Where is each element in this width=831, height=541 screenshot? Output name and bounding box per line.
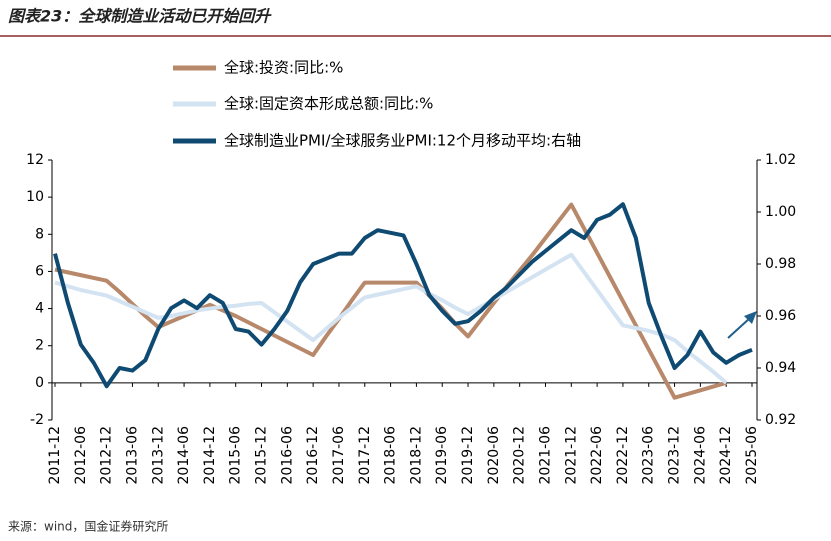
x-tick-label: 2011-12 [47, 426, 63, 485]
x-tick-label: 2014-12 [202, 426, 218, 485]
legend-label: 全球制造业PMI/全球服务业PMI:12个月移动平均:右轴 [224, 132, 581, 150]
x-tick-label: 2013-06 [124, 426, 140, 485]
x-tick-label: 2017-06 [331, 426, 347, 485]
source-note: 来源：wind，国金证券研究所 [8, 519, 168, 534]
x-tick-label: 2015-06 [228, 426, 244, 485]
x-tick-label: 2012-12 [99, 426, 115, 485]
x-tick-label: 2018-12 [408, 426, 424, 485]
y-tick-label: 4 [35, 301, 44, 317]
series-line [54, 252, 728, 385]
legend-label: 全球:投资:同比:% [224, 59, 343, 77]
y-tick-label: 8 [35, 226, 44, 242]
x-tick-label: 2015-12 [254, 426, 270, 485]
annotation-arrow [727, 311, 757, 339]
x-tick-label: 2013-12 [150, 426, 166, 485]
x-tick-label: 2020-12 [512, 426, 528, 485]
chart-title: 图表23：全球制造业活动已开始回升 [8, 7, 272, 26]
y2-tick-label: 0.94 [765, 360, 796, 376]
y2-tick-label: 1.00 [765, 204, 796, 220]
x-tick-label: 2021-06 [537, 426, 553, 485]
legend: 全球:投资:同比:% 全球:固定资本形成总额:同比:% 全球制造业PMI/全球服… [173, 59, 581, 150]
y-tick-label: 12 [26, 152, 44, 168]
y-tick-label: 6 [35, 263, 44, 279]
x-tick-label: 2025-06 [744, 426, 760, 485]
y-tick-label: 0 [35, 375, 44, 391]
x-tick-label: 2024-06 [692, 426, 708, 485]
y-tick-label: -2 [30, 412, 44, 428]
x-tick-label: 2022-06 [589, 426, 605, 485]
legend-label: 全球:固定资本形成总额:同比:% [224, 95, 433, 113]
x-tick-label: 2024-12 [718, 426, 734, 485]
series-line [53, 202, 753, 389]
y2-tick-label: 0.96 [765, 308, 796, 324]
series-line [54, 202, 727, 400]
x-tick-label: 2020-06 [486, 426, 502, 485]
y-tick-label: 10 [26, 189, 44, 205]
x-tick-label: 2016-06 [279, 426, 295, 485]
x-tick-label: 2021-12 [563, 426, 579, 485]
x-tick-label: 2018-06 [383, 426, 399, 485]
x-tick-label: 2019-12 [460, 426, 476, 485]
y2-tick-label: 1.02 [765, 152, 796, 168]
x-tick-label: 2017-12 [357, 426, 373, 485]
x-tick-label: 2022-12 [615, 426, 631, 485]
x-tick-label: 2014-06 [176, 426, 192, 485]
x-tick-label: 2023-06 [641, 426, 657, 485]
x-tick-label: 2016-12 [305, 426, 321, 485]
x-tick-label: 2012-06 [73, 426, 89, 485]
y2-tick-label: 0.98 [765, 256, 796, 272]
x-tick-label: 2019-06 [434, 426, 450, 485]
x-tick-label: 2023-12 [667, 426, 683, 485]
y2-tick-label: 0.92 [765, 412, 796, 428]
y-tick-label: 2 [35, 338, 44, 354]
